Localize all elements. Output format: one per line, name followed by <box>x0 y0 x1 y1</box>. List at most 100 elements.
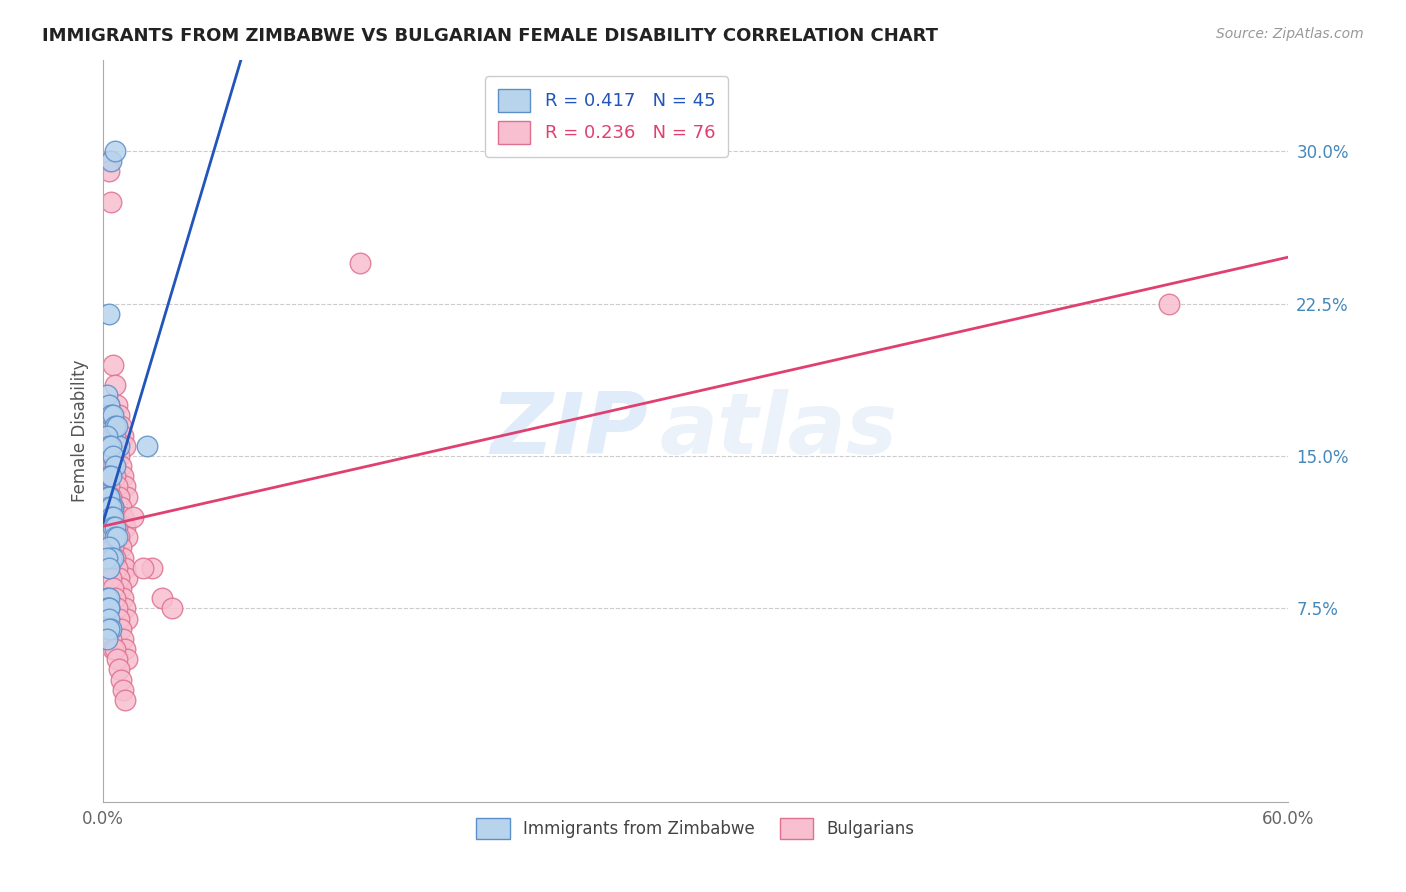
Point <box>101 500 124 514</box>
Point <box>104 530 127 544</box>
Point <box>115 530 138 544</box>
Point <box>110 459 132 474</box>
Point <box>104 144 127 158</box>
Point <box>101 358 124 372</box>
Point <box>98 612 121 626</box>
Point <box>100 550 122 565</box>
Point <box>104 520 127 534</box>
Y-axis label: Female Disability: Female Disability <box>72 359 89 502</box>
Point <box>98 591 121 606</box>
Point <box>104 428 127 442</box>
Point <box>101 510 124 524</box>
Point <box>110 673 132 687</box>
Point <box>108 449 131 463</box>
Point <box>105 530 128 544</box>
Point <box>98 164 121 178</box>
Point <box>101 500 124 514</box>
Point <box>115 571 138 585</box>
Point <box>114 479 136 493</box>
Point <box>101 541 124 555</box>
Point <box>110 622 132 636</box>
Point <box>101 550 124 565</box>
Point <box>100 632 122 646</box>
Point <box>98 307 121 321</box>
Point <box>100 439 122 453</box>
Point <box>111 550 134 565</box>
Point <box>121 510 143 524</box>
Point <box>101 581 124 595</box>
Point <box>150 591 173 606</box>
Point <box>114 561 136 575</box>
Point <box>98 490 121 504</box>
Point <box>100 500 122 514</box>
Point <box>111 510 134 524</box>
Point <box>108 409 131 423</box>
Point <box>104 418 127 433</box>
Point <box>98 561 121 575</box>
Point <box>108 530 131 544</box>
Point <box>110 500 132 514</box>
Point <box>105 439 128 453</box>
Text: ZIP: ZIP <box>491 389 648 472</box>
Point <box>131 561 153 575</box>
Point <box>100 490 122 504</box>
Point <box>114 693 136 707</box>
Point <box>101 449 124 463</box>
Point <box>110 418 132 433</box>
Point <box>114 439 136 453</box>
Point <box>108 439 131 453</box>
Point <box>105 601 128 615</box>
Point <box>111 682 134 697</box>
Point <box>101 409 124 423</box>
Point <box>111 591 134 606</box>
Point <box>110 581 132 595</box>
Point <box>98 439 121 453</box>
Point <box>105 652 128 666</box>
Point <box>100 530 122 544</box>
Point <box>108 490 131 504</box>
Point <box>115 652 138 666</box>
Point <box>98 541 121 555</box>
Point <box>101 418 124 433</box>
Point <box>101 459 124 474</box>
Point <box>96 388 118 402</box>
Point <box>100 622 122 636</box>
Point <box>104 459 127 474</box>
Point <box>105 561 128 575</box>
Point <box>100 449 122 463</box>
Point <box>104 550 127 565</box>
Point <box>100 154 122 169</box>
Point <box>114 642 136 657</box>
Point <box>104 510 127 524</box>
Point <box>98 622 121 636</box>
Point <box>105 479 128 493</box>
Point <box>100 469 122 483</box>
Point <box>96 428 118 442</box>
Point <box>104 469 127 483</box>
Point <box>349 256 371 270</box>
Point <box>108 662 131 676</box>
Point <box>98 398 121 412</box>
Point <box>98 601 121 615</box>
Point <box>105 418 128 433</box>
Point <box>115 612 138 626</box>
Point <box>111 632 134 646</box>
Point <box>96 632 118 646</box>
Point <box>101 520 124 534</box>
Point <box>105 520 128 534</box>
Point <box>98 520 121 534</box>
Point <box>114 520 136 534</box>
Point <box>108 571 131 585</box>
Point <box>100 409 122 423</box>
Point <box>162 601 184 615</box>
Point <box>104 377 127 392</box>
Point <box>96 591 118 606</box>
Point <box>141 561 163 575</box>
Point <box>98 500 121 514</box>
Point <box>96 601 118 615</box>
Point <box>100 194 122 209</box>
Text: Source: ZipAtlas.com: Source: ZipAtlas.com <box>1216 27 1364 41</box>
Text: IMMIGRANTS FROM ZIMBABWE VS BULGARIAN FEMALE DISABILITY CORRELATION CHART: IMMIGRANTS FROM ZIMBABWE VS BULGARIAN FE… <box>42 27 938 45</box>
Point <box>98 398 121 412</box>
Point <box>98 490 121 504</box>
